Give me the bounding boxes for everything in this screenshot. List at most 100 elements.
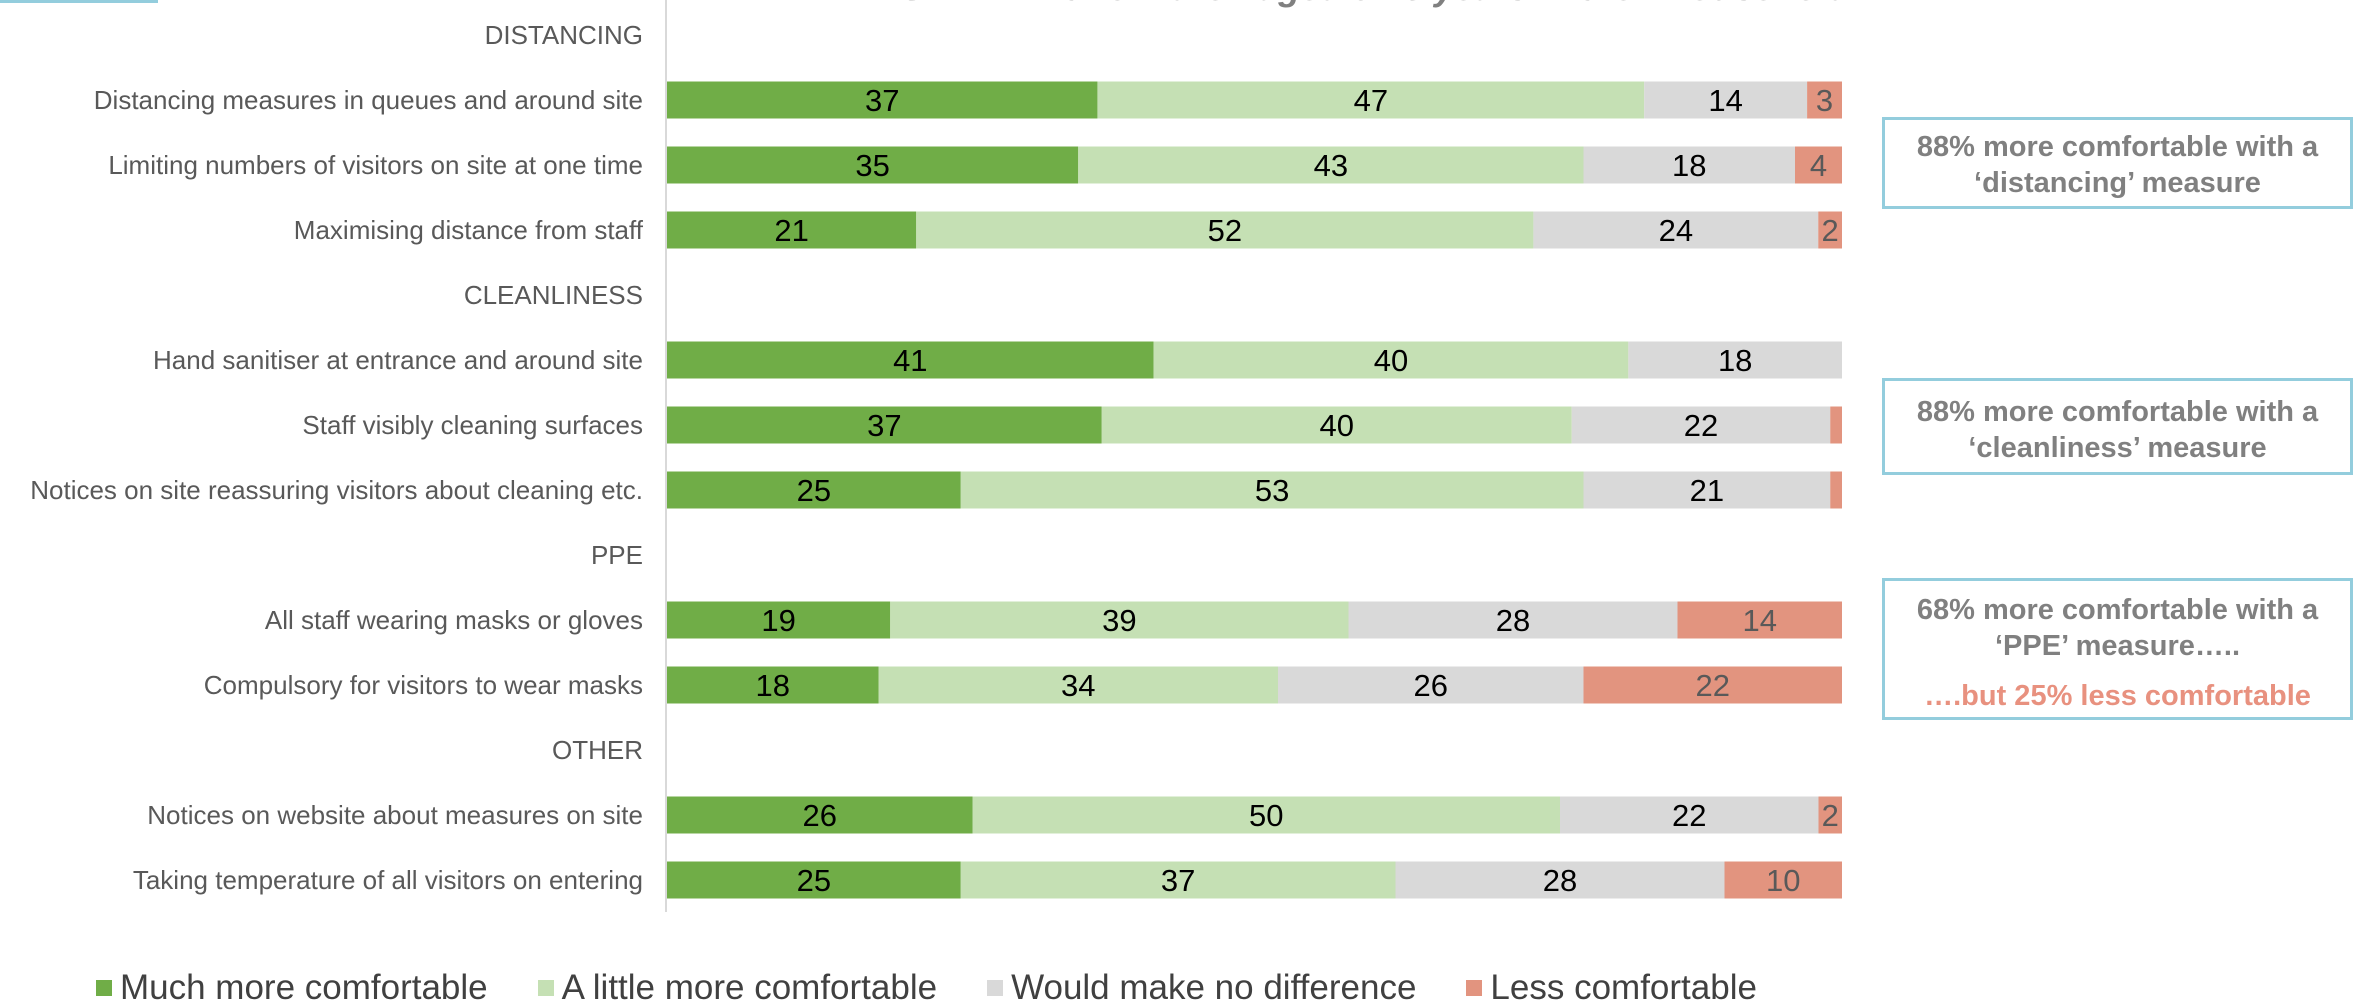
data-label: 18: [756, 668, 790, 703]
top-accent-strip: [0, 0, 158, 3]
category-label: Taking temperature of all visitors on en…: [133, 865, 643, 895]
data-label: 39: [1102, 603, 1136, 638]
data-label: 37: [865, 83, 899, 118]
legend-swatch-much: [96, 980, 112, 996]
legend-item-less: Less comfortable: [1466, 968, 1757, 1008]
legend-item-little: A little more comfortable: [537, 968, 938, 1008]
bar-segment: [1818, 211, 1842, 249]
bar-segment: [1583, 666, 1842, 704]
section-header-label: CLEANLINESS: [464, 280, 643, 310]
data-label: 19: [761, 603, 795, 638]
data-label: 34: [1061, 668, 1095, 703]
chart-legend: Much more comfortable A little more comf…: [96, 968, 1807, 1008]
data-label: 14: [1743, 603, 1777, 638]
legend-item-much: Much more comfortable: [96, 968, 488, 1008]
category-label: Maximising distance from staff: [294, 215, 644, 245]
bar-segment: [667, 666, 879, 704]
bar-segment: [1644, 81, 1808, 119]
section-header-label: DISTANCING: [485, 20, 643, 50]
bar-segment: [667, 146, 1079, 184]
data-label: 25: [797, 473, 831, 508]
bar-segment: [1807, 81, 1842, 119]
data-label: 25: [797, 863, 831, 898]
data-label: 52: [1208, 213, 1242, 248]
data-label: 22: [1696, 668, 1730, 703]
bar-segment: [1628, 341, 1842, 379]
section-header-label: OTHER: [552, 735, 643, 765]
data-label: 50: [1249, 798, 1283, 833]
category-label: Notices on website about measures on sit…: [147, 800, 643, 830]
section-header-label: PPE: [591, 540, 643, 570]
legend-label-much: Much more comfortable: [120, 968, 488, 1007]
data-label: 43: [1314, 148, 1348, 183]
bar-segment: [667, 471, 961, 509]
data-label: 2: [1822, 213, 1839, 248]
category-label: Notices on site reassuring visitors abou…: [30, 475, 643, 505]
callout-distancing-text: 88% more comfortable with a ‘distancing’…: [1916, 131, 2319, 199]
bar-segment: [667, 861, 961, 899]
bar-segment: [1724, 861, 1842, 899]
bar-segment: [1818, 796, 1842, 834]
data-label: 21: [774, 213, 808, 248]
data-label: 37: [867, 408, 901, 443]
bar-segment: [1348, 601, 1678, 639]
data-label: 22: [1672, 798, 1706, 833]
callout-ppe-text: 68% more comfortable with a ‘PPE’ measur…: [1916, 594, 2319, 662]
bar-segment: [960, 861, 1396, 899]
bar-segment: [667, 406, 1102, 444]
data-label: 18: [1718, 343, 1752, 378]
data-label: 3: [1816, 83, 1833, 118]
bar-segment: [1583, 146, 1795, 184]
callout-ppe: 68% more comfortable with a ‘PPE’ measur…: [1882, 578, 2353, 720]
category-label: Hand sanitiser at entrance and around si…: [153, 345, 643, 375]
data-label: 2: [1822, 798, 1839, 833]
data-label: 40: [1320, 408, 1354, 443]
bar-segment: [1395, 861, 1725, 899]
legend-swatch-less: [1466, 980, 1483, 996]
bar-segment: [1153, 341, 1629, 379]
legend-swatch-nodiff: [987, 980, 1004, 996]
bar-segment: [1560, 796, 1819, 834]
chart-subtitle: BASE: All with children aged 0-15 years …: [850, 0, 1852, 8]
bar-segment: [960, 471, 1584, 509]
bar-segment: [1583, 471, 1831, 509]
legend-label-little: A little more comfortable: [561, 968, 938, 1007]
bar-segment: [1795, 146, 1842, 184]
bar-segment: [1278, 666, 1584, 704]
bar-segment: [1101, 406, 1572, 444]
category-label: Compulsory for visitors to wear masks: [204, 670, 643, 700]
bar-segment: [1677, 601, 1842, 639]
bar-segment: [1097, 81, 1645, 119]
category-label: Distancing measures in queues and around…: [94, 85, 643, 115]
bar-segment: [1571, 406, 1831, 444]
callout-distancing: 88% more comfortable with a ‘distancing’…: [1882, 117, 2353, 209]
data-label: 37: [1161, 863, 1195, 898]
bar-segment: [1533, 211, 1819, 249]
data-label: 18: [1672, 148, 1706, 183]
data-label: 47: [1354, 83, 1388, 118]
data-label: 14: [1708, 83, 1742, 118]
callout-cleanliness: 88% more comfortable with a ‘cleanliness…: [1882, 378, 2353, 475]
bar-segment: [667, 211, 917, 249]
legend-label-nodiff: Would make no difference: [1011, 968, 1417, 1007]
callout-cleanliness-text: 88% more comfortable with a ‘cleanliness…: [1916, 396, 2319, 464]
category-label: Staff visibly cleaning surfaces: [302, 410, 643, 440]
category-label: All staff wearing masks or gloves: [265, 605, 643, 635]
legend-item-nodiff: Would make no difference: [987, 968, 1416, 1008]
bar-segment: [916, 211, 1534, 249]
callout-ppe-warning: ….but 25% less comfortable: [1924, 680, 2311, 712]
data-label: 35: [855, 148, 889, 183]
legend-swatch-little: [537, 980, 554, 996]
data-label: 26: [1414, 668, 1448, 703]
bar-segment: [1830, 406, 1842, 444]
bar-segment: [972, 796, 1560, 834]
legend-label-less: Less comfortable: [1490, 968, 1757, 1007]
bar-segment: [890, 601, 1349, 639]
bar-segment: [667, 81, 1098, 119]
data-label: 41: [893, 343, 927, 378]
data-label: 22: [1684, 408, 1718, 443]
data-label: 26: [803, 798, 837, 833]
category-label: Limiting numbers of visitors on site at …: [108, 150, 643, 180]
bar-segment: [667, 796, 973, 834]
